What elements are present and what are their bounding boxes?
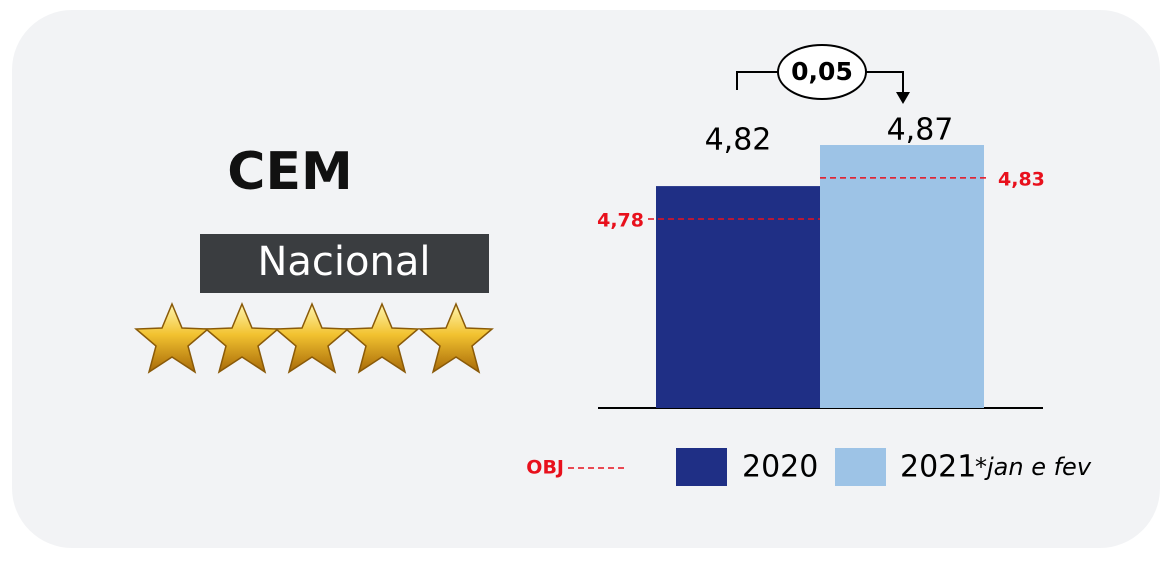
target-label: 4,78 xyxy=(597,209,644,231)
value-label: 4,82 xyxy=(705,123,772,158)
panel xyxy=(12,10,1160,548)
subtitle-box xyxy=(200,234,489,293)
difference-label: 0,05 xyxy=(791,57,853,86)
bar xyxy=(820,145,984,408)
value-label: 4,87 xyxy=(887,113,954,148)
difference-bracket xyxy=(736,71,904,94)
legend-label: 2021 xyxy=(900,450,976,485)
difference-badge xyxy=(777,44,867,100)
arrow-head xyxy=(896,92,910,104)
legend-label: 2020 xyxy=(742,450,818,485)
legend-swatch xyxy=(835,448,886,486)
bar xyxy=(656,186,820,408)
note: *jan e fev xyxy=(975,453,1092,481)
chart-title: CEM xyxy=(227,142,352,202)
target-label: 4,83 xyxy=(998,168,1045,190)
legend-swatch xyxy=(676,448,727,486)
chart-subtitle: Nacional xyxy=(258,239,431,285)
target-legend-label: OBJ xyxy=(526,457,564,479)
